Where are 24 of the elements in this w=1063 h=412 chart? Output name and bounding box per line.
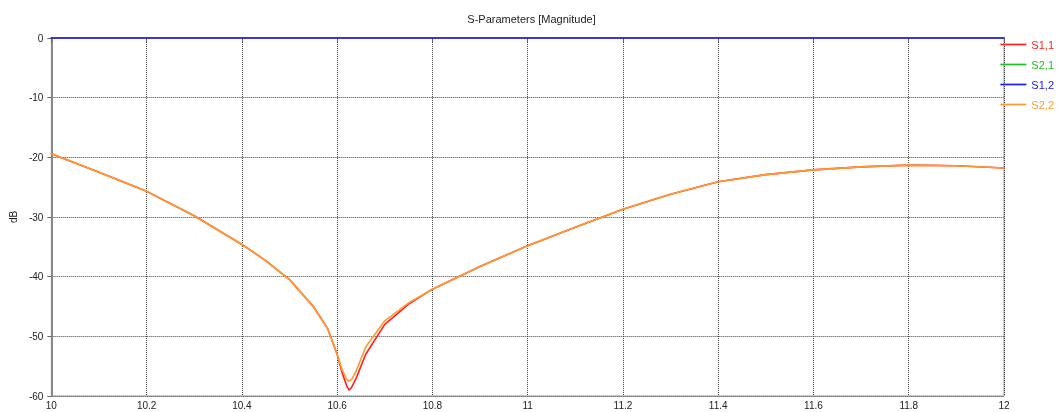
x-tick-label: 11.4 (708, 399, 728, 411)
x-tick-label: 11 (522, 399, 534, 411)
y-tick-label: -10 (28, 92, 44, 104)
x-tick-label: 10.2 (136, 399, 157, 411)
legend-label: S1,1 (1031, 38, 1055, 51)
x-tick-label: 10 (45, 399, 58, 411)
x-tick-label: 12 (998, 399, 1010, 411)
y-tick-label: 0 (37, 32, 44, 44)
x-tick-label: 11.8 (899, 399, 919, 411)
chart-title: S-Parameters [Magnitude] (467, 12, 596, 25)
y-tick-label: -30 (28, 211, 44, 223)
x-tick-label: 11.6 (804, 399, 824, 411)
y-tick-label: -60 (28, 390, 44, 402)
legend-label: S2,2 (1031, 98, 1055, 111)
legend-label: S2,1 (1031, 58, 1055, 71)
x-tick-label: 10.4 (232, 399, 253, 411)
y-tick-label: -40 (28, 271, 44, 283)
legend-label: S1,2 (1031, 78, 1055, 91)
x-tick-label: 10.6 (327, 399, 348, 411)
x-tick-label: 10.8 (422, 399, 443, 411)
y-tick-label: -50 (28, 330, 44, 342)
y-tick-label: -20 (28, 151, 44, 163)
x-tick-label: 11.2 (613, 399, 633, 411)
y-axis-title: dB (7, 210, 19, 224)
